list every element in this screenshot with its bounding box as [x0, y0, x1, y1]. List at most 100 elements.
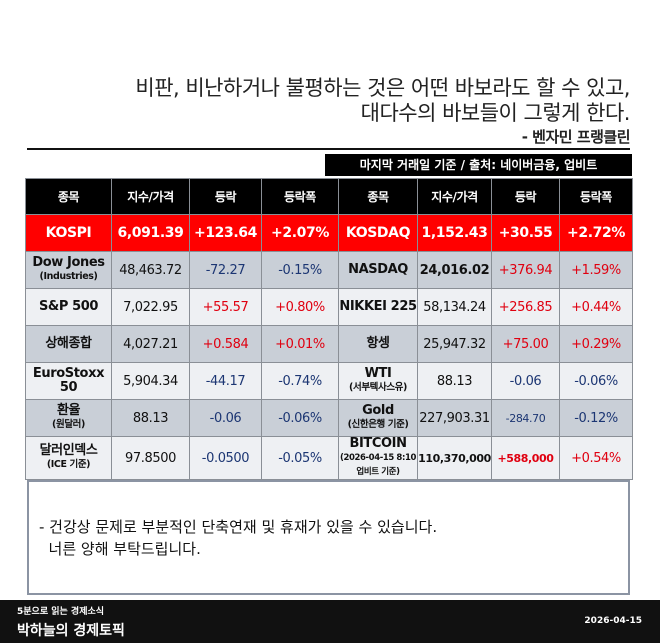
table-row: KOSPI 6,091.39 +123.64 +2.07% KOSDAQ 1,152.43… — [25, 214, 633, 252]
ticker-label: 환율 — [56, 403, 81, 418]
change-cell: -0.06 — [189, 399, 262, 437]
quote-author: - 벤자민 프랭클린 — [521, 128, 631, 146]
ticker-sublabel: (서부텍사스유) — [349, 382, 407, 393]
ticker-label: 달러인덱스 — [39, 443, 98, 458]
quote-line-2: 대다수의 바보들이 그렇게 한다. — [360, 101, 631, 125]
table-row: 환율 (원달러) 88.13 -0.06 -0.06% Gold (신한은행 기준) 227,… — [25, 399, 633, 437]
change-cell: -44.17 — [189, 362, 262, 400]
percent-cell: +0.80% — [261, 288, 339, 326]
change-cell: +55.57 — [189, 288, 262, 326]
ticker-name: EuroStoxx 50 — [25, 362, 112, 400]
footer-subtitle: 5분으로 읽는 경제소식 — [17, 607, 105, 617]
table-row: EuroStoxx 50 5,904.34 -44.17 -0.74% WTI (서부텍사… — [25, 362, 633, 400]
footer: 5분으로 읽는 경제소식 박하늘의 경제토픽 2026-04-15 — [0, 600, 660, 643]
ticker-label: 상해종합 — [45, 336, 92, 351]
ticker-label: S&P 500 — [38, 299, 99, 314]
ticker-name: 항셍 — [338, 325, 418, 363]
market-table: 종목 지수/가격 등락 등락폭 종목 지수/가격 등락 등락폭 KOSPI 6,091.39 +1… — [25, 178, 633, 480]
change-cell: +256.85 — [491, 288, 560, 326]
ticker-sublabel: (신한은행 기준) — [347, 419, 409, 430]
table-row: Dow Jones (Industries) 48,463.72 -72.27 -0.1… — [25, 251, 633, 289]
footer-date: 2026-04-15 — [584, 616, 642, 626]
percent-cell: +2.07% — [261, 214, 339, 252]
percent-cell: +1.59% — [559, 251, 633, 289]
ticker-name: BITCOIN (2026-04-15 8:10 업비트 기준) — [338, 436, 418, 480]
price-cell: 6,091.39 — [111, 214, 190, 252]
column-header: 등락폭 — [559, 178, 633, 215]
percent-cell: -0.12% — [559, 399, 633, 437]
ticker-label: NIKKEI 225 — [339, 299, 417, 314]
ticker-name: 상해종합 — [25, 325, 112, 363]
ticker-name: KOSPI — [25, 214, 112, 252]
price-cell: 4,027.21 — [111, 325, 190, 363]
table-header: 종목 지수/가격 등락 등락폭 종목 지수/가격 등락 등락폭 — [25, 178, 633, 215]
ticker-label: Dow Jones — [32, 255, 105, 270]
footer-title: 박하늘의 경제토픽 — [17, 623, 125, 639]
quote: 비판, 비난하거나 불평하는 것은 어떤 바보라도 할 수 있고, 대다수의 바… — [135, 76, 630, 148]
percent-cell: +0.44% — [559, 288, 633, 326]
ticker-sublabel: (2026-04-15 8:10 업비트 기준) — [340, 453, 416, 477]
ticker-name: WTI (서부텍사스유) — [338, 362, 418, 400]
price-cell: 97.8500 — [111, 436, 190, 480]
ticker-label: 항셍 — [366, 336, 390, 351]
price-cell: 25,947.32 — [417, 325, 492, 363]
notice-box: - 건강상 문제로 부분적인 단축연재 및 휴재가 있을 수 있습니다. 너른 … — [27, 480, 630, 595]
percent-cell: +2.72% — [559, 214, 633, 252]
price-cell: 88.13 — [111, 399, 190, 437]
price-cell: 110,370,000 — [417, 436, 492, 480]
change-cell: -0.06 — [491, 362, 560, 400]
source-label: 마지막 거래일 기준 / 출처: 네이버금융, 업비트 — [325, 154, 632, 176]
ticker-sublabel: (Industries) — [39, 271, 98, 282]
quote-line-1: 비판, 비난하거나 불평하는 것은 어떤 바보라도 할 수 있고, — [135, 76, 630, 100]
ticker-name: Gold (신한은행 기준) — [338, 399, 418, 437]
percent-cell: -0.06% — [559, 362, 633, 400]
change-cell: -72.27 — [189, 251, 262, 289]
change-cell: -0.0500 — [189, 436, 262, 480]
change-cell: +376.94 — [491, 251, 560, 289]
percent-cell: -0.05% — [261, 436, 339, 480]
change-cell: +75.00 — [491, 325, 560, 363]
notice-line-2: 너른 양해 부탁드립니다. — [48, 540, 201, 558]
change-cell: +588,000 — [491, 436, 560, 480]
change-cell: +123.64 — [189, 214, 262, 252]
notice-line-1: - 건강상 문제로 부분적인 단축연재 및 휴재가 있을 수 있습니다. — [39, 518, 438, 536]
ticker-name: NIKKEI 225 — [338, 288, 418, 326]
column-header: 등락폭 — [261, 178, 339, 215]
price-cell: 5,904.34 — [111, 362, 190, 400]
table-row: 달러인덱스 (ICE 기준) 97.8500 -0.0500 -0.05% BITCOIN… — [25, 436, 633, 480]
price-cell: 58,134.24 — [417, 288, 492, 326]
ticker-label: BITCOIN — [349, 436, 407, 451]
ticker-label: WTI — [364, 366, 392, 381]
price-cell: 7,022.95 — [111, 288, 190, 326]
column-header: 지수/가격 — [111, 178, 190, 215]
price-cell: 48,463.72 — [111, 251, 190, 289]
ticker-name: KOSDAQ — [338, 214, 418, 252]
ticker-label: NASDAQ — [348, 262, 408, 277]
table-row: S&P 500 7,022.95 +55.57 +0.80% NIKKEI 225 58,… — [25, 288, 633, 326]
column-header: 지수/가격 — [417, 178, 492, 215]
price-cell: 88.13 — [417, 362, 492, 400]
change-cell: +0.584 — [189, 325, 262, 363]
percent-cell: +0.29% — [559, 325, 633, 363]
column-header: 종목 — [338, 178, 418, 215]
ticker-label: KOSPI — [45, 225, 92, 241]
percent-cell: +0.54% — [559, 436, 633, 480]
price-cell: 227,903.31 — [417, 399, 492, 437]
table-row: 상해종합 4,027.21 +0.584 +0.01% 항셍 25,947.32 +75.0… — [25, 325, 633, 363]
divider — [27, 148, 630, 150]
percent-cell: -0.74% — [261, 362, 339, 400]
ticker-name: 달러인덱스 (ICE 기준) — [25, 436, 112, 480]
ticker-sublabel: (ICE 기준) — [46, 459, 91, 470]
column-header: 등락 — [491, 178, 560, 215]
ticker-name: 환율 (원달러) — [25, 399, 112, 437]
percent-cell: +0.01% — [261, 325, 339, 363]
price-cell: 24,016.02 — [417, 251, 492, 289]
change-cell: -284.70 — [491, 399, 560, 437]
percent-cell: -0.15% — [261, 251, 339, 289]
percent-cell: -0.06% — [261, 399, 339, 437]
ticker-name: Dow Jones (Industries) — [25, 251, 112, 289]
column-header: 종목 — [25, 178, 112, 215]
ticker-label: EuroStoxx 50 — [32, 366, 105, 395]
ticker-label: Gold — [362, 403, 394, 418]
ticker-name: NASDAQ — [338, 251, 418, 289]
